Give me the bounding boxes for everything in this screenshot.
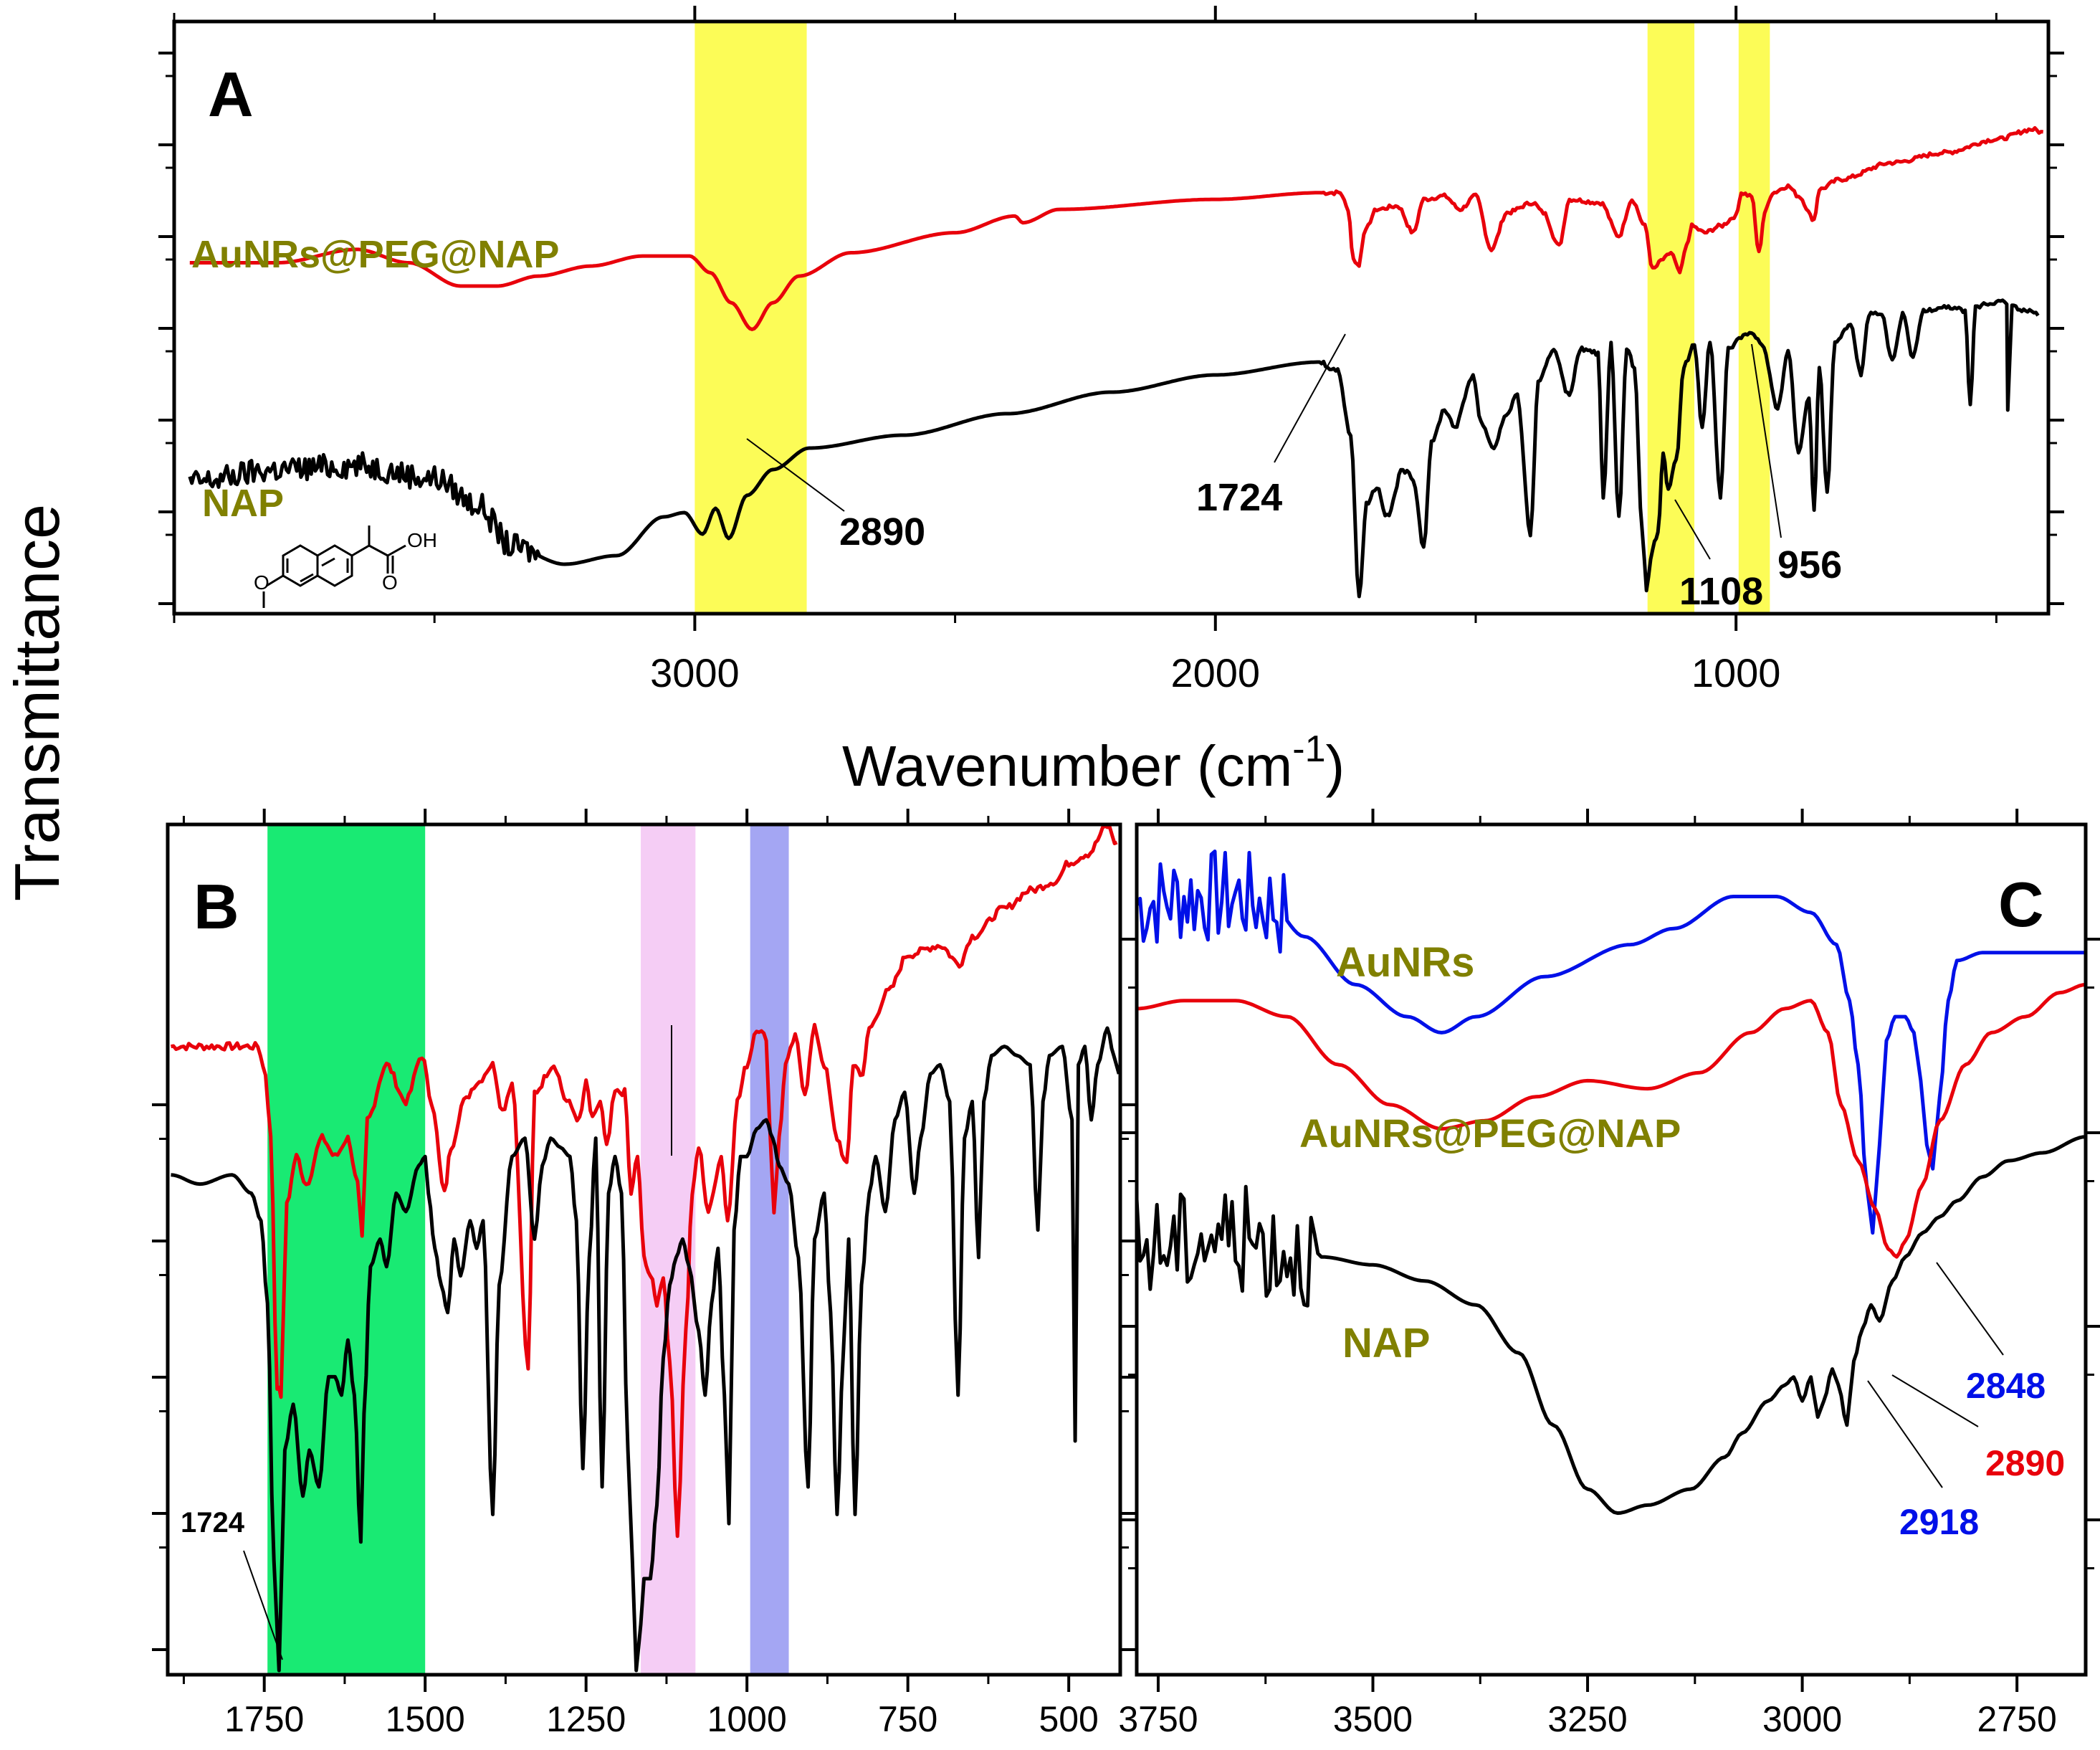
annotation-2848-c: 2848 xyxy=(1966,1366,2046,1406)
panel-a-label: A xyxy=(208,59,254,130)
panel-a-series-label-nap: NAP xyxy=(202,482,284,525)
panel-b-x-tick-label-750: 750 xyxy=(878,1699,937,1739)
panel-b-x-tick-label-1250: 1250 xyxy=(546,1699,626,1739)
panel-c-series-aunrs-peg-nap xyxy=(1136,982,2086,1259)
panel-b-frame xyxy=(166,822,1122,1677)
panel-a: A AuNRs@PEG@NAP NAP OH O O xyxy=(158,6,2064,798)
panel-b: B 1724 1750 1500 1250 1000 750 500 xyxy=(152,809,1136,1739)
annotation-1724-b: 1724 xyxy=(181,1507,245,1539)
panel-a-x-tick-label-1000: 1000 xyxy=(1691,650,1781,695)
panel-a-x-tick-label-3000: 3000 xyxy=(650,650,740,695)
annotation-2918-c: 2918 xyxy=(1899,1502,1979,1542)
annotation-1724-a: 1724 xyxy=(1196,476,1282,519)
panel-c-series-aunrs xyxy=(1135,850,2086,1235)
panel-a-series-label-conj: AuNRs@PEG@NAP xyxy=(191,233,559,276)
annotation-1108-a: 1108 xyxy=(1679,570,1763,613)
y-axis-label: Transmittance xyxy=(1,504,72,901)
structure-o-label-2: O xyxy=(382,571,398,594)
panel-b-highlight-bands xyxy=(267,826,789,1673)
panel-a-band-1 xyxy=(1647,23,1695,612)
panel-b-x-tick-label-500: 500 xyxy=(1039,1699,1098,1739)
panel-c-series-nap xyxy=(1135,1135,2086,1516)
panel-c-x-tick-label-2750: 2750 xyxy=(1977,1699,2057,1739)
panel-a-frame xyxy=(172,19,2051,616)
panel-c-ticks xyxy=(1121,809,2100,1692)
panel-b-x-tick-label-1750: 1750 xyxy=(224,1699,304,1739)
panel-c-series-label-aunrs: AuNRs xyxy=(1336,939,1474,986)
annotation-2890-c: 2890 xyxy=(1985,1443,2065,1483)
naproxen-structure xyxy=(262,526,406,608)
structure-o-label: O xyxy=(254,571,269,594)
panel-a-x-tick-labels: 3000 2000 1000 xyxy=(650,650,1780,695)
panel-b-band-1 xyxy=(641,826,696,1673)
panel-b-x-tick-label-1500: 1500 xyxy=(386,1699,465,1739)
annotation-956-a: 956 xyxy=(1777,543,1842,586)
panel-c-label: C xyxy=(1998,869,2044,940)
panel-c-series-label-conj: AuNRs@PEG@NAP xyxy=(1299,1111,1681,1156)
structure-oh-label: OH xyxy=(407,529,437,551)
panel-b-label: B xyxy=(194,871,239,942)
panel-c-frame xyxy=(1135,822,2088,1677)
panel-a-band-0 xyxy=(695,23,807,612)
panel-b-x-tick-labels: 1750 1500 1250 1000 750 500 xyxy=(224,1699,1099,1739)
panel-a-x-axis-label: Wavenumber (cm-1) xyxy=(842,728,1345,798)
panel-c-x-tick-label-3750: 3750 xyxy=(1118,1699,1198,1739)
panel-b-band-0 xyxy=(267,826,426,1673)
panel-b-series xyxy=(171,824,1121,1673)
panel-b-annotation-line xyxy=(243,1550,283,1660)
panel-a-band-2 xyxy=(1738,23,1770,612)
panel-a-ticks xyxy=(158,6,2064,631)
panel-b-series-aunrs-peg-nap xyxy=(171,824,1118,1539)
panel-c-series-label-nap: NAP xyxy=(1342,1320,1430,1366)
panel-a-series-aunrs-peg-nap xyxy=(189,125,2043,331)
panel-c-series xyxy=(1135,850,2086,1516)
panel-a-series-nap xyxy=(188,298,2040,599)
annotation-2890-a: 2890 xyxy=(839,510,925,553)
panel-b-series-nap xyxy=(171,1026,1121,1673)
panel-c-x-tick-label-3250: 3250 xyxy=(1547,1699,1627,1739)
panel-c-x-tick-label-3500: 3500 xyxy=(1333,1699,1413,1739)
panel-a-x-tick-label-2000: 2000 xyxy=(1170,650,1260,695)
panel-a-series xyxy=(188,125,2043,599)
panel-c-x-tick-label-3000: 3000 xyxy=(1762,1699,1842,1739)
panel-b-band-2 xyxy=(750,826,789,1673)
panel-b-x-tick-label-1000: 1000 xyxy=(707,1699,787,1739)
panel-c: C AuNRs AuNRs@PEG@NAP NAP 2848 2890 2918… xyxy=(1118,809,2100,1739)
panel-a-annotation-lines xyxy=(746,333,1782,560)
panel-c-annotation-lines xyxy=(1867,1262,2004,1488)
panel-c-x-tick-labels: 3750 3500 3250 3000 2750 xyxy=(1118,1699,2056,1739)
